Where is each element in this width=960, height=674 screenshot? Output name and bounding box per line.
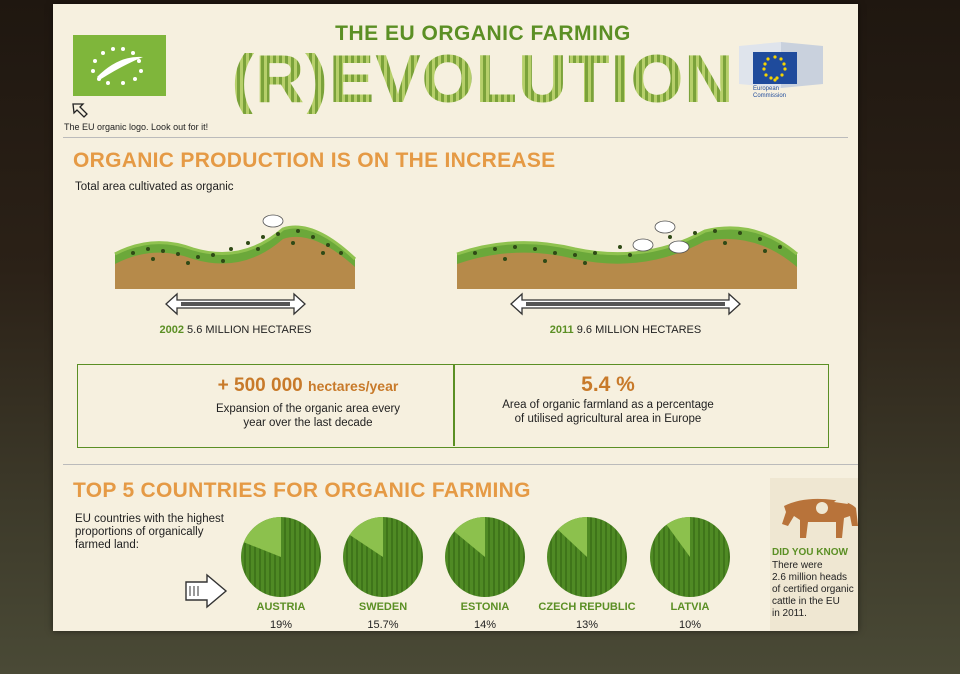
divider-middle: [63, 464, 858, 465]
country-pie-slice: [454, 517, 485, 557]
country-name: LATVIA: [670, 601, 710, 613]
country-pie-0: [241, 517, 321, 597]
country-pie-4: [650, 517, 730, 597]
arrow-up-left-icon: [72, 103, 88, 118]
stats-divider: [453, 364, 455, 446]
eu-flag-icon: [739, 42, 823, 88]
countries-title: TOP 5 COUNTRIES FOR ORGANIC FARMING: [73, 479, 531, 502]
country-name: SWEDEN: [358, 601, 408, 613]
country-percentage: 15.7%: [367, 619, 399, 631]
stat-percentage-desc: Area of organic farmland as a percentage…: [502, 399, 714, 425]
land-2011-illustration: [456, 220, 798, 289]
width-arrow-2002: [165, 292, 306, 316]
country-pie-slice: [243, 517, 281, 557]
country-pie-slice: [557, 517, 587, 557]
title-top: THE EU ORGANIC FARMING: [335, 22, 631, 45]
country-pie-1: [343, 517, 423, 597]
land-2002-illustration: [114, 214, 357, 289]
country-pie-slice: [349, 517, 383, 557]
production-subtitle: Total area cultivated as organic: [75, 181, 234, 193]
stat-expansion-desc: Expansion of the organic area every year…: [215, 403, 401, 429]
did-you-know-text: There were 2.6 million heads of certifie…: [772, 560, 854, 619]
country-label-1: SWEDEN 15.7%: [333, 601, 433, 631]
country-percentage: 13%: [575, 619, 599, 631]
country-label-4: LATVIA 10%: [640, 601, 740, 631]
width-arrow-2011: [510, 292, 741, 316]
country-percentage: 10%: [678, 619, 702, 631]
country-percentage: 19%: [269, 619, 293, 631]
commission-label: European Commission: [753, 86, 787, 99]
eu-organic-logo: [73, 35, 166, 96]
production-title: ORGANIC PRODUCTION IS ON THE INCREASE: [73, 149, 556, 172]
did-you-know-panel: DID YOU KNOW There were 2.6 million head…: [770, 478, 858, 631]
country-label-3: CZECH REPUBLIC 13%: [537, 601, 637, 631]
country-pie-3: [547, 517, 627, 597]
stat-expansion-value: + 500 000 hectares/year: [217, 375, 399, 396]
organic-leaf-icon: [91, 47, 143, 85]
did-you-know-title: DID YOU KNOW: [772, 547, 848, 558]
land-2011-label: 2011 9.6 MILLION HECTARES: [549, 324, 702, 336]
land-2002-label: 2002 5.6 MILLION HECTARES: [159, 324, 312, 336]
country-label-2: ESTONIA 14%: [435, 601, 535, 631]
stat-percentage-value: 5.4 %: [581, 373, 635, 396]
european-commission-logo: European Commission: [731, 42, 827, 104]
logo-caption: The EU organic logo. Look out for it!: [64, 122, 209, 132]
country-pie-2: [445, 517, 525, 597]
divider-top: [63, 137, 848, 138]
countries-subtitle: EU countries with the highest proportion…: [75, 513, 224, 551]
country-name: CZECH REPUBLIC: [538, 601, 636, 613]
country-name: AUSTRIA: [256, 601, 306, 613]
country-pie-slice: [666, 517, 690, 557]
country-percentage: 14%: [473, 619, 497, 631]
country-label-0: AUSTRIA 19%: [231, 601, 331, 631]
cow-icon: [782, 494, 858, 538]
title-big: (R)EVOLUTION: [213, 44, 753, 114]
country-name: ESTONIA: [460, 601, 510, 613]
infographic-poster: The EU organic logo. Look out for it! TH…: [53, 4, 858, 631]
arrow-right-icon: [185, 573, 228, 609]
